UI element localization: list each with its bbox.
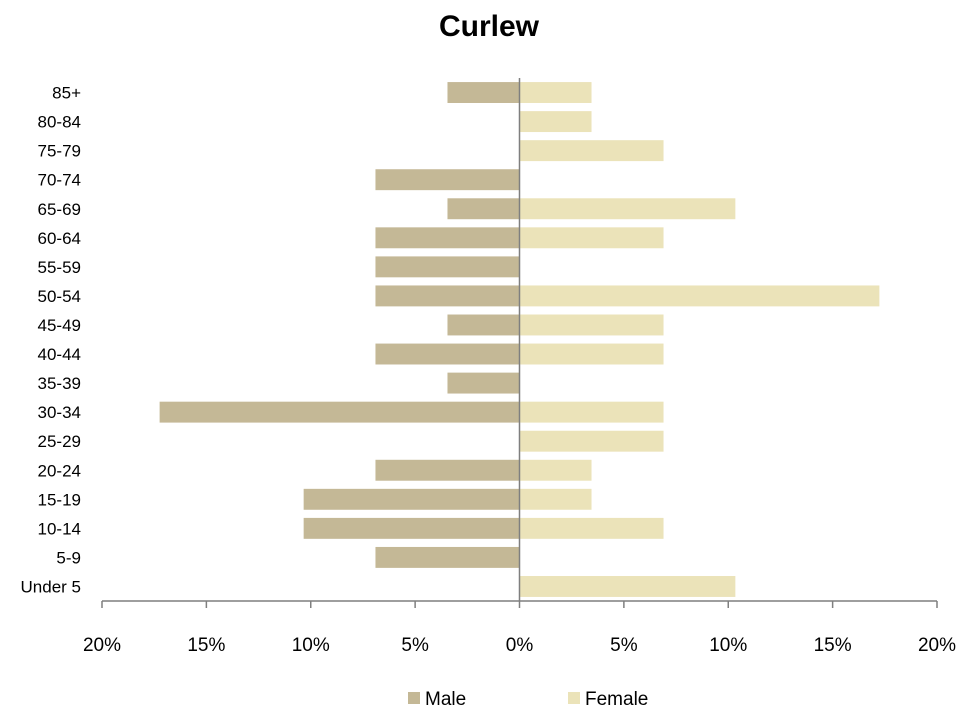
- bar-male-60-64: [375, 227, 520, 249]
- y-tick-label: 25-29: [38, 432, 81, 451]
- y-tick-label: 20-24: [38, 461, 81, 480]
- bar-male-35-39: [447, 372, 520, 394]
- y-tick-label: 80-84: [38, 113, 81, 132]
- y-tick-label: 10-14: [38, 519, 81, 538]
- bar-female-80-84: [519, 111, 592, 133]
- bar-female-10-14: [519, 517, 664, 539]
- y-axis-labels: 85+ 80-84 75-79 70-74 65-69 60-64 55-59 50-54 45…: [21, 84, 82, 597]
- bar-female-15-19: [519, 488, 592, 510]
- y-tick-label: 50-54: [38, 287, 81, 306]
- x-tick-label: 10%: [292, 635, 330, 656]
- x-tick-label: 5%: [401, 635, 429, 656]
- bar-male-20-24: [375, 459, 520, 481]
- y-tick-label: 40-44: [38, 345, 81, 364]
- bar-male-30-34: [159, 401, 520, 423]
- axes-group: [101, 78, 938, 608]
- bar-female-75-79: [519, 140, 664, 162]
- x-tick-label: 15%: [814, 635, 852, 656]
- y-tick-label: Under 5: [21, 577, 81, 596]
- bar-male-5-9: [375, 546, 520, 568]
- bar-female-60-64: [519, 227, 664, 249]
- y-tick-label: 60-64: [38, 229, 81, 248]
- x-tick-label: 10%: [709, 635, 747, 656]
- bar-female-45-49: [519, 314, 664, 336]
- bar-female-65-69: [519, 198, 736, 220]
- bar-female-85+: [519, 82, 592, 103]
- bar-male-65-69: [447, 198, 520, 220]
- x-axis-labels: 20% 15% 10% 5% 0% 5% 10% 15% 20%: [83, 635, 956, 656]
- x-tick-label: 15%: [187, 635, 225, 656]
- bar-male-55-59: [375, 256, 520, 278]
- y-tick-label: 70-74: [38, 171, 81, 190]
- bar-male-70-74: [375, 169, 520, 191]
- bar-female-25-29: [519, 430, 664, 452]
- y-tick-label: 5-9: [56, 548, 81, 567]
- bar-female-30-34: [519, 401, 664, 423]
- y-tick-label: 35-39: [38, 374, 81, 393]
- x-tick-label: 20%: [918, 635, 956, 656]
- chart-title: Curlew: [439, 10, 540, 43]
- y-tick-label: 85+: [52, 84, 81, 103]
- legend-label-female: Female: [585, 689, 648, 710]
- y-tick-label: 15-19: [38, 490, 81, 509]
- legend: Male Female: [408, 689, 648, 710]
- y-tick-label: 65-69: [38, 200, 81, 219]
- y-tick-label: 55-59: [38, 258, 81, 277]
- bar-female-20-24: [519, 459, 592, 481]
- bar-female-under-5: [519, 576, 736, 597]
- bar-female-40-44: [519, 343, 664, 365]
- bar-male-40-44: [375, 343, 520, 365]
- y-tick-label: 45-49: [38, 316, 81, 335]
- x-tick-label: 20%: [83, 635, 121, 656]
- bar-male-85+: [447, 82, 520, 103]
- x-tick-label: 0%: [506, 635, 534, 656]
- bar-male-10-14: [303, 517, 520, 539]
- bar-male-45-49: [447, 314, 520, 336]
- bar-male-15-19: [303, 488, 520, 510]
- legend-label-male: Male: [425, 689, 466, 710]
- bar-male-50-54: [375, 285, 520, 307]
- legend-swatch-female: [568, 692, 580, 704]
- bar-female-50-54: [519, 285, 880, 307]
- legend-swatch-male: [408, 692, 420, 704]
- bars-group: [159, 82, 880, 597]
- y-tick-label: 75-79: [38, 142, 81, 161]
- x-tick-label: 5%: [610, 635, 638, 656]
- y-tick-label: 30-34: [38, 403, 81, 422]
